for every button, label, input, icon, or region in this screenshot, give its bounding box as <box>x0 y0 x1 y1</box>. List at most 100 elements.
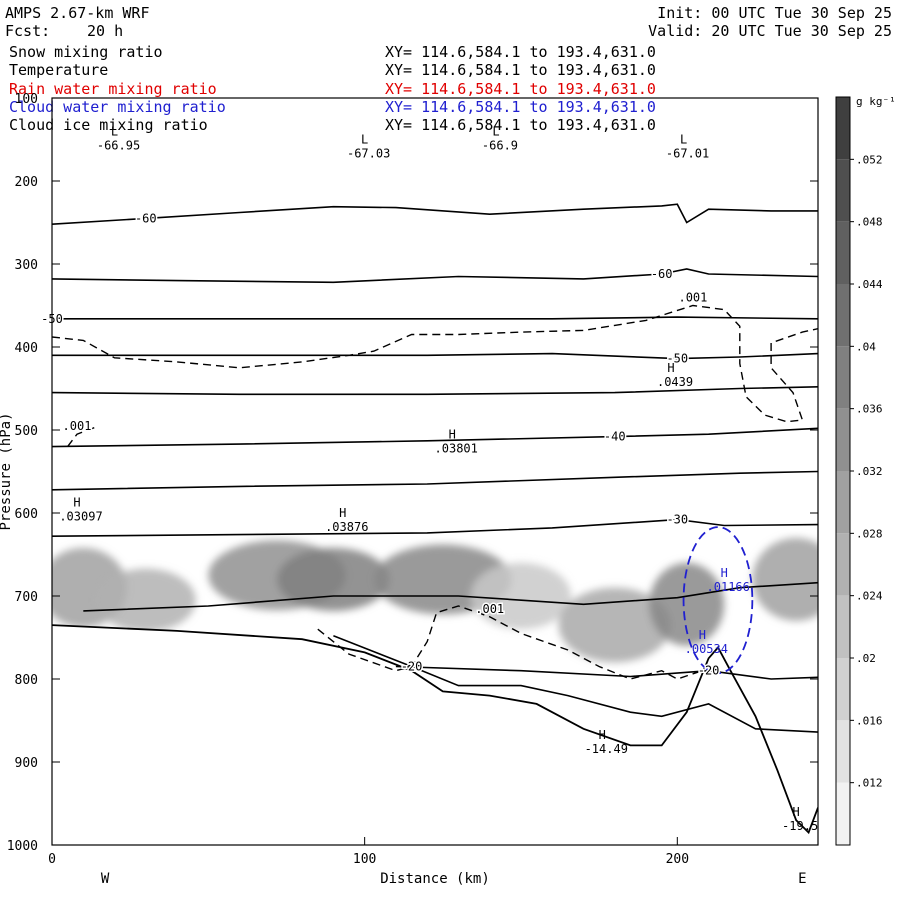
extremum-value: .01166 <box>707 580 750 594</box>
isotherm-line <box>52 268 818 284</box>
snow-blob <box>374 544 512 615</box>
extremum-value: -67.01 <box>666 147 709 161</box>
y-tick-label: 500 <box>15 424 38 439</box>
colorbar-tick-label: .036 <box>856 403 883 416</box>
extremum-value: -66.9 <box>482 138 518 152</box>
colorbar-tick-label: .032 <box>856 465 883 478</box>
east-label: E <box>798 871 806 887</box>
isotherm-line <box>333 635 818 733</box>
field-xy: XY= 114.6,584.1 to 193.4,631.0 <box>385 116 656 134</box>
ice-contour-line <box>67 425 100 448</box>
colorbar-tick-label: .028 <box>856 527 883 540</box>
y-tick-label: 300 <box>15 258 38 273</box>
colorbar-segment <box>836 533 850 596</box>
ice-contour-line <box>52 304 818 423</box>
extremum-marker: H <box>599 728 606 742</box>
snow-blob <box>649 562 725 646</box>
extremum-value: .03801 <box>435 441 478 455</box>
colorbar-tick-label: .016 <box>856 714 883 727</box>
colorbar-tick-label: .024 <box>856 590 883 603</box>
isotherm-line <box>52 203 818 225</box>
isotherm-line <box>52 518 818 537</box>
snow-shading <box>52 537 818 663</box>
isotherm-line <box>52 470 818 491</box>
fcst-value: 20 h <box>87 22 124 40</box>
terrain-line <box>52 624 818 835</box>
ice-contour-label: .001 <box>475 602 504 616</box>
extremum-value: -14.49 <box>585 742 628 756</box>
extremum-marker: L <box>680 133 687 147</box>
colorbar-segment <box>836 159 850 222</box>
colorbar-tick-label: .02 <box>856 652 876 665</box>
isotherm-label: -50 <box>666 352 688 366</box>
isotherm-line <box>52 386 818 396</box>
isotherm-label: -60 <box>135 211 157 225</box>
snow-blob <box>470 562 572 630</box>
isotherm-line <box>52 316 818 320</box>
extremum-value: .03097 <box>59 509 102 523</box>
snow-blob <box>95 568 196 632</box>
extremum-value: .00534 <box>685 642 728 656</box>
x-tick-label: 100 <box>353 852 376 867</box>
west-label: W <box>101 871 110 887</box>
x-tick-label: 200 <box>666 852 689 867</box>
field-name: Rain water mixing ratio <box>9 80 217 98</box>
snow-blob <box>277 547 390 611</box>
field-xy: XY= 114.6,584.1 to 193.4,631.0 <box>385 43 656 61</box>
colorbar-unit: g kg⁻¹ <box>856 95 896 108</box>
y-tick-label: 400 <box>15 341 38 356</box>
valid-time: Valid: 20 UTC Tue 30 Sep 25 <box>648 22 892 40</box>
colorbar-segment <box>836 471 850 534</box>
extremum-value: -19.5 <box>782 819 818 833</box>
colorbar-tick-label: .044 <box>856 278 883 291</box>
snow-blob <box>52 547 128 628</box>
isotherm-line <box>52 427 818 448</box>
colorbar-segment <box>836 346 850 409</box>
field-name: Temperature <box>9 61 109 79</box>
y-tick-label: 900 <box>15 756 38 771</box>
cloud-water-contour <box>682 526 754 675</box>
extremum-value: -67.03 <box>347 147 390 161</box>
isotherm-line <box>395 665 818 680</box>
init-time: Init: 00 UTC Tue 30 Sep 25 <box>657 4 892 22</box>
x-axis-label: Distance (km) <box>380 871 490 887</box>
snow-blob <box>752 537 818 621</box>
isotherm-label: -60 <box>651 267 673 281</box>
field-xy: XY= 114.6,584.1 to 193.4,631.0 <box>385 98 656 116</box>
colorbar-segment <box>836 658 850 721</box>
colorbar-segment <box>836 408 850 471</box>
isotherm-label: -50 <box>41 312 63 326</box>
colorbar-segment <box>836 97 850 160</box>
isotherm-label: -40 <box>604 430 626 444</box>
field-xy: XY= 114.6,584.1 to 193.4,631.0 <box>385 80 656 98</box>
extremum-marker: H <box>73 495 80 509</box>
field-name: Cloud ice mixing ratio <box>9 116 208 134</box>
colorbar-segment <box>836 720 850 783</box>
field-name: Cloud water mixing ratio <box>9 98 226 116</box>
colorbar-segment <box>836 595 850 658</box>
colorbar-tick-label: .052 <box>856 153 883 166</box>
isotherm-label: -20 <box>698 664 720 678</box>
extremum-value: -66.95 <box>97 138 140 152</box>
extremum-marker: H <box>792 805 799 819</box>
extremum-value: .0439 <box>657 375 693 389</box>
y-tick-label: 200 <box>15 175 38 190</box>
colorbar-tick-label: .04 <box>856 340 876 353</box>
colorbar-segment <box>836 221 850 284</box>
extremum-marker: H <box>339 506 346 520</box>
colorbar-frame <box>835 96 851 846</box>
isotherm-label: -30 <box>666 513 688 527</box>
snow-blob <box>558 587 672 663</box>
y-tick-label: 800 <box>15 673 38 688</box>
colorbar-segment <box>836 782 850 845</box>
colorbar-tick-label: .048 <box>856 216 883 229</box>
y-tick-label: 1000 <box>7 839 38 854</box>
model-title: AMPS 2.67-km WRF <box>5 4 150 22</box>
extremum-marker: H <box>449 427 456 441</box>
colorbar-segment <box>836 284 850 347</box>
extremum-marker: H <box>721 566 728 580</box>
extremum-marker: H <box>699 628 706 642</box>
ice-contour-label: .001 <box>678 291 707 305</box>
snow-blob <box>208 540 346 611</box>
